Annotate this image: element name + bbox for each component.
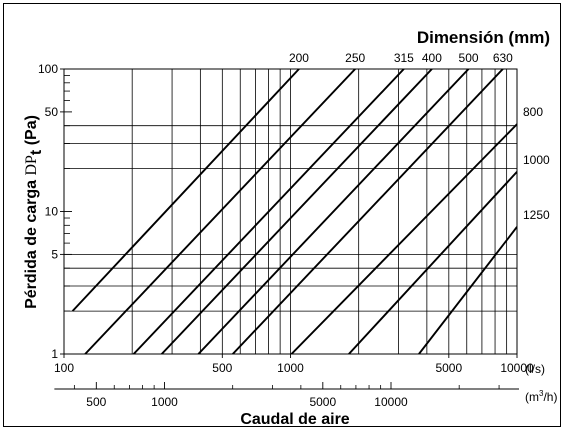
y-axis-label-unit: (Pa) — [23, 115, 40, 150]
y-tick-label: 1 — [51, 347, 58, 361]
y-tick-label: 50 — [45, 105, 59, 119]
series-label-800: 800 — [523, 105, 543, 119]
x-tick-label: 1000 — [277, 361, 304, 375]
series-line-630 — [232, 69, 504, 354]
chart-title: Dimensión (mm) — [417, 28, 550, 47]
x-unit-secondary-sup: 3 — [539, 389, 544, 398]
x2-tick-label: 1000 — [151, 395, 178, 409]
series-label-250: 250 — [345, 51, 365, 65]
series-label-315: 315 — [394, 51, 414, 65]
outer-frame — [3, 3, 561, 427]
y-tick-label: 10 — [45, 205, 59, 219]
x-unit-secondary-end: /h) — [543, 390, 557, 404]
series-label-400: 400 — [422, 51, 442, 65]
series-line-200 — [71, 69, 300, 312]
x-axis-label: Caudal de aire — [240, 411, 349, 428]
x-unit-secondary-base: (m — [525, 390, 539, 404]
x2-tick-label: 10000 — [374, 395, 408, 409]
axes: 1 5 10 50 100 100 500 1000 5000 10000 500 1000 5000 1… — [38, 62, 534, 409]
series-line-400 — [161, 69, 433, 354]
series-label-630: 630 — [493, 51, 513, 65]
x2-tick-label: 500 — [86, 395, 106, 409]
series-line-800 — [290, 123, 517, 354]
x-tick-label: 100 — [54, 361, 74, 375]
series-line-500 — [197, 69, 470, 354]
x2-tick-label: 5000 — [309, 395, 336, 409]
series-line-1250 — [418, 226, 517, 354]
y-axis-label-prefix: Pérdida de carga — [23, 176, 40, 309]
series-label-1000: 1000 — [523, 153, 550, 167]
x-tick-label: 10000 — [500, 361, 534, 375]
series-label-1250: 1250 — [523, 208, 550, 222]
series-label-200: 200 — [289, 51, 309, 65]
y-axis-label: Pérdida de carga DPt (Pa) — [23, 115, 45, 309]
x-unit-secondary: (m3/h) — [525, 389, 557, 404]
series-label-500: 500 — [459, 51, 479, 65]
y-tick-label: 100 — [38, 62, 58, 76]
y-axis-label-symbol: DP — [23, 155, 40, 176]
series-lines — [71, 69, 517, 354]
y-axis-label-subscript: t — [28, 149, 45, 155]
x-unit-primary: (l/s) — [525, 362, 545, 376]
x-tick-label: 500 — [212, 361, 232, 375]
grid — [64, 69, 517, 354]
x-tick-label: 5000 — [435, 361, 462, 375]
series-labels: 200 250 315 400 500 630 800 1000 1250 — [289, 51, 550, 222]
series-line-1000 — [348, 171, 517, 354]
series-line-250 — [84, 69, 356, 354]
series-line-315 — [132, 69, 405, 354]
y-tick-label: 5 — [51, 247, 58, 261]
